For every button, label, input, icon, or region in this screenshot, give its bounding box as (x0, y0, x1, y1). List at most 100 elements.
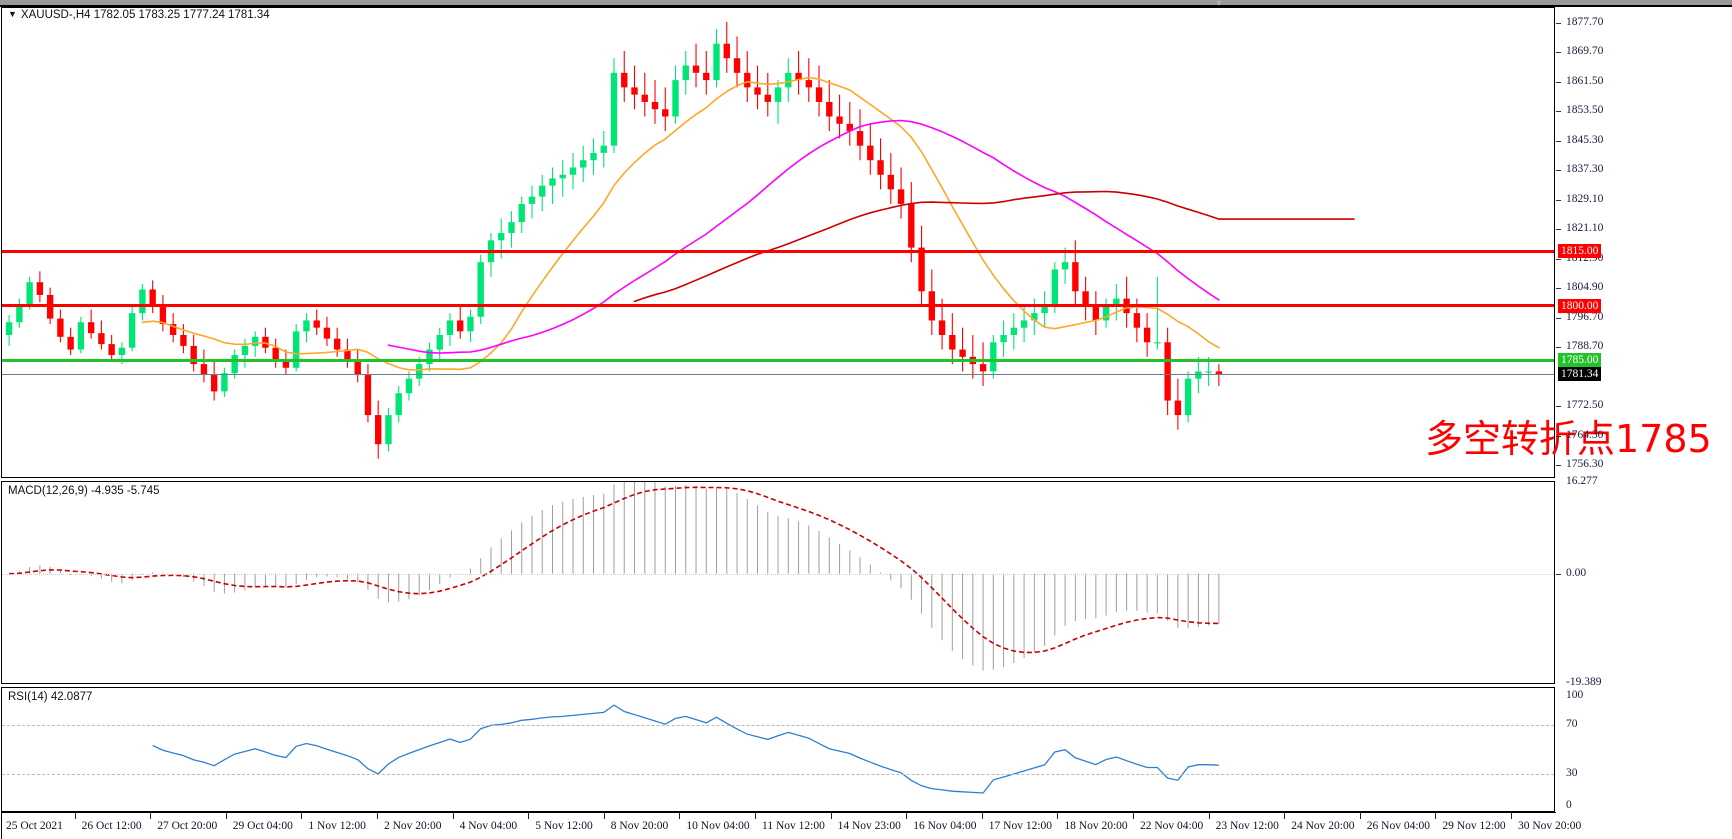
time-axis-separator (377, 812, 378, 819)
price-axis-label: 1837.30 (1566, 163, 1604, 176)
rsi-axis-label: 100 (1566, 689, 1584, 701)
price-axis-label: 1772.50 (1566, 398, 1604, 411)
time-axis-label: 29 Oct 04:00 (232, 820, 293, 832)
window-title-bar (0, 0, 1732, 5)
price-tag-1800-00[interactable]: 1800.00 (1558, 298, 1602, 313)
price-axis-tick (1556, 111, 1561, 113)
time-axis-label: 1 Nov 12:00 (308, 820, 366, 832)
rsi-level-line-70 (2, 724, 1554, 726)
price-level-line-1785-00[interactable] (2, 358, 1554, 362)
price-axis-tick (1556, 258, 1561, 260)
price-plot-area[interactable] (2, 8, 1554, 477)
rsi-axis-label: 30 (1566, 767, 1578, 780)
price-axis-tick (1556, 347, 1561, 348)
price-axis-tick (1556, 405, 1561, 407)
price-tag-1781-34[interactable]: 1781.34 (1558, 366, 1602, 381)
price-level-line-1815-00[interactable] (2, 249, 1554, 253)
price-axis-tick (1556, 317, 1561, 319)
price-tag-1815-00[interactable]: 1815.00 (1558, 244, 1602, 259)
time-axis-separator (906, 812, 908, 819)
window-collapse-icon[interactable]: ▾ (1216, 0, 1222, 9)
collapse-arrow-icon[interactable]: ▼ (8, 9, 17, 19)
time-axis-label: 30 Nov 20:00 (1518, 820, 1582, 832)
price-axis-label: 1861.50 (1566, 74, 1604, 87)
price-axis-label: 1788.70 (1566, 340, 1604, 352)
macd-plot-area[interactable] (2, 482, 1554, 683)
price-axis-tick (1556, 435, 1561, 437)
time-axis-label: 18 Nov 20:00 (1064, 820, 1128, 832)
time-axis-separator (603, 812, 605, 819)
time-axis-label: 5 Nov 12:00 (535, 820, 593, 832)
rsi-axis: 100 70 30 0 (1556, 687, 1732, 812)
price-level-line-1800-00[interactable] (2, 304, 1554, 308)
macd-zero-line (2, 573, 1554, 575)
macd-label: MACD(12,26,9) -4.935 -5.745 (8, 485, 160, 497)
time-axis-label: 10 Nov 04:00 (686, 820, 750, 832)
price-axis-tick (1556, 229, 1561, 231)
price-axis-label: 1796.70 (1566, 310, 1604, 323)
time-axis-separator (981, 812, 983, 819)
time-axis-label: 26 Nov 04:00 (1366, 820, 1431, 832)
price-axis-label: 1821.10 (1566, 222, 1604, 235)
time-axis-label: 26 Oct 12:00 (81, 820, 142, 832)
rsi-axis-label: 70 (1566, 717, 1578, 730)
time-axis-label: 17 Nov 12:00 (988, 820, 1053, 832)
time-axis-label: 23 Nov 12:00 (1215, 820, 1279, 832)
macd-axis-label: 16.277 (1566, 475, 1598, 487)
rsi-panel[interactable]: RSI(14) 42.0877 (1, 687, 1555, 812)
price-axis-label: 1764.30 (1566, 428, 1604, 441)
price-axis-label: 1869.70 (1566, 45, 1604, 58)
time-axis-separator (225, 812, 227, 819)
price-chart-panel[interactable] (1, 7, 1555, 478)
time-axis-separator (452, 812, 454, 819)
time-axis-separator (1359, 812, 1361, 819)
price-axis-label: 1845.30 (1566, 133, 1604, 146)
time-axis-separator (1133, 812, 1134, 819)
time-axis-separator (679, 812, 681, 819)
price-axis-tick (1556, 81, 1561, 83)
time-axis-label: 29 Nov 12:00 (1442, 820, 1506, 832)
price-axis-label: 1804.90 (1566, 281, 1604, 294)
time-axis-label: 14 Nov 23:00 (837, 820, 901, 832)
rsi-level-line-30 (2, 774, 1554, 776)
price-axis-tick (1556, 199, 1561, 201)
price-axis-label: 1877.70 (1566, 15, 1604, 28)
price-axis-label: 1756.30 (1566, 457, 1604, 470)
time-axis-separator (755, 812, 756, 819)
time-axis-label: 4 Nov 04:00 (459, 820, 518, 832)
time-axis: 25 Oct 2021 26 Oct 12:00 27 Oct 20:00 29 Oc… (1, 812, 1581, 839)
macd-axis-label: -19.389 (1566, 676, 1602, 688)
time-axis-label: 8 Nov 20:00 (610, 820, 669, 832)
time-axis-separator (150, 812, 152, 819)
price-axis-tick (1556, 288, 1561, 290)
time-axis-separator (830, 812, 832, 819)
macd-axis: 16.277 0.00 -19.389 (1556, 475, 1732, 688)
price-tag-1785-00[interactable]: 1785.00 (1558, 353, 1602, 368)
macd-axis-tick (1556, 573, 1561, 575)
rsi-label: RSI(14) 42.0877 (8, 691, 93, 703)
price-axis: 1877.70 1869.70 1861.50 1853.50 1845.30 1837.… (1556, 7, 1732, 478)
time-axis-separator (1208, 812, 1210, 819)
time-axis-separator (74, 812, 76, 819)
time-axis-label: 25 Oct 2021 (6, 820, 63, 832)
time-axis-separator (1057, 812, 1059, 819)
time-axis-separator (528, 812, 530, 819)
rsi-plot-area[interactable] (2, 688, 1554, 811)
time-axis-separator (1284, 812, 1286, 819)
price-level-line-1781-34[interactable] (2, 373, 1554, 375)
title-bar-divider (0, 5, 1732, 7)
time-axis-top-border (2, 812, 1556, 813)
time-axis-label: 24 Nov 20:00 (1291, 820, 1355, 832)
symbol-header: ▼ XAUUSD-,H4 1782.05 1783.25 1777.24 1781… (8, 9, 270, 21)
time-axis-separator (301, 812, 303, 819)
macd-panel[interactable]: MACD(12,26,9) -4.935 -5.745 (1, 481, 1555, 684)
price-axis-label: 1829.10 (1566, 192, 1604, 205)
price-axis-tick (1556, 52, 1561, 54)
price-axis-label: 1853.50 (1566, 104, 1604, 117)
rsi-axis-label: 0 (1566, 799, 1572, 811)
time-axis-label: 22 Nov 04:00 (1140, 820, 1204, 832)
price-axis-tick (1556, 464, 1561, 466)
price-annotation-text: 多空转折点1785 (1425, 417, 1712, 461)
symbol-ohlc-text: XAUUSD-,H4 1782.05 1783.25 1777.24 1781.… (20, 9, 270, 21)
